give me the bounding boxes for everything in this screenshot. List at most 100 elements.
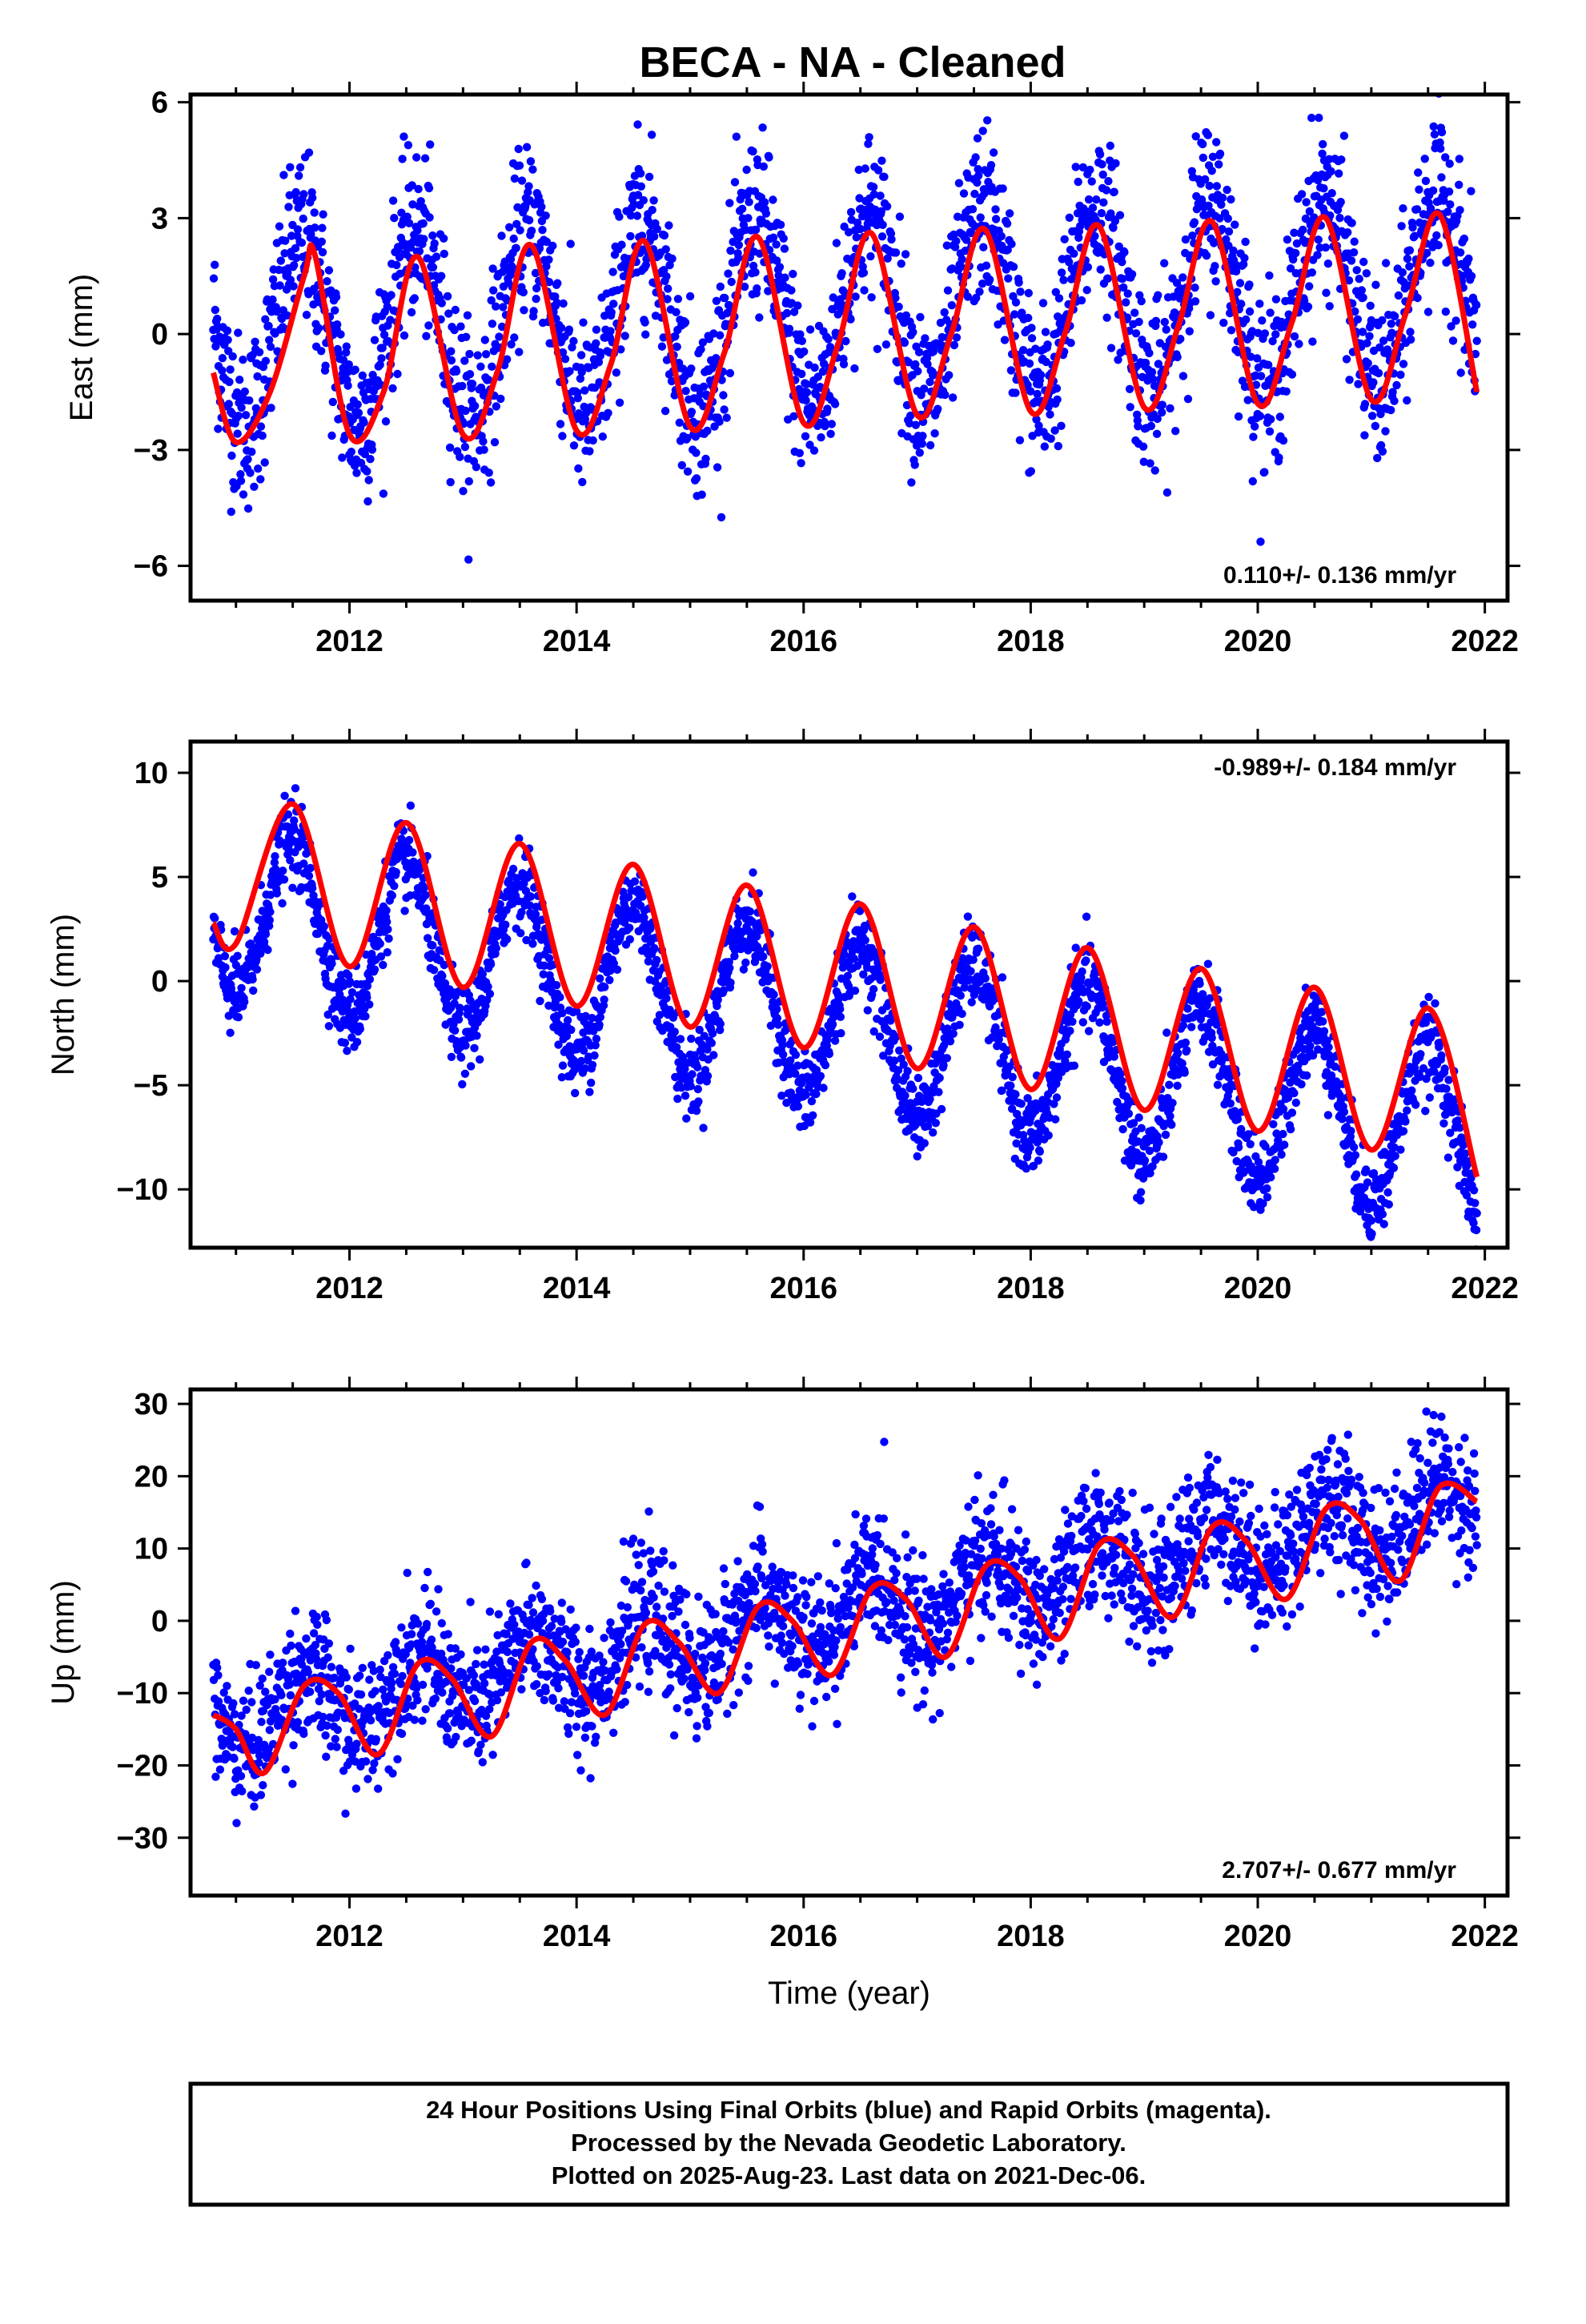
data-point — [1414, 168, 1423, 177]
data-point — [611, 946, 620, 955]
data-point — [973, 134, 982, 143]
data-point — [1455, 155, 1464, 163]
data-point — [353, 400, 362, 409]
data-point — [1024, 313, 1033, 323]
data-point — [934, 1088, 943, 1096]
data-point — [1268, 336, 1277, 346]
data-point — [970, 189, 979, 199]
data-point — [780, 244, 789, 253]
data-point — [1114, 356, 1122, 364]
data-point — [254, 464, 263, 473]
data-point — [761, 209, 771, 218]
data-point — [271, 852, 279, 861]
data-point — [877, 156, 886, 165]
data-point — [1074, 233, 1083, 242]
data-point — [480, 445, 488, 454]
data-point — [1122, 298, 1130, 307]
data-point — [592, 339, 600, 348]
data-point — [854, 165, 864, 175]
data-point — [445, 443, 455, 452]
data-point — [537, 203, 546, 211]
data-point — [211, 914, 219, 923]
data-point — [1245, 307, 1255, 316]
data-point — [592, 1035, 601, 1043]
data-point — [452, 367, 461, 376]
data-point — [817, 433, 825, 442]
data-point — [1137, 1124, 1146, 1132]
data-point — [548, 241, 557, 251]
data-point — [816, 1072, 825, 1080]
data-point — [1282, 387, 1291, 396]
x-tick-label: 2020 — [1224, 625, 1292, 658]
data-point — [220, 951, 230, 961]
data-point — [283, 810, 293, 819]
data-point — [1467, 187, 1476, 195]
data-point — [506, 271, 515, 279]
data-point — [365, 1000, 374, 1009]
data-point — [383, 948, 391, 957]
data-point — [1323, 259, 1333, 268]
data-point — [751, 225, 761, 235]
data-point — [801, 1091, 810, 1100]
data-point — [773, 1014, 781, 1023]
data-point — [839, 360, 849, 368]
data-point — [1074, 997, 1083, 1006]
data-point — [465, 349, 474, 359]
data-point — [1426, 204, 1435, 213]
data-point — [1070, 1061, 1079, 1070]
data-point — [1054, 294, 1064, 303]
data-point — [1324, 1051, 1334, 1059]
data-point — [1207, 167, 1216, 175]
data-point — [1306, 1015, 1315, 1024]
data-point — [581, 1011, 590, 1021]
data-point — [751, 267, 760, 277]
data-point — [428, 263, 438, 271]
data-point — [1153, 414, 1162, 424]
data-point — [1363, 359, 1372, 368]
data-point — [564, 325, 574, 334]
data-point — [712, 296, 721, 305]
data-point — [234, 1013, 243, 1022]
data-point — [950, 230, 958, 239]
data-point — [1244, 1130, 1253, 1139]
data-point — [509, 234, 518, 243]
data-point — [1321, 243, 1331, 252]
data-point — [922, 354, 932, 363]
data-point — [1017, 1100, 1026, 1108]
data-point — [1178, 1059, 1186, 1068]
data-point — [887, 235, 896, 244]
data-point — [1327, 189, 1336, 198]
data-point — [1349, 248, 1359, 257]
data-point — [307, 230, 315, 239]
data-point — [497, 322, 507, 332]
data-point — [650, 943, 659, 953]
data-point — [1392, 380, 1401, 390]
data-point — [719, 391, 728, 400]
data-point — [1027, 334, 1037, 343]
data-point — [1134, 1137, 1142, 1146]
data-point — [1178, 1021, 1188, 1030]
data-point — [823, 404, 832, 413]
data-point — [1181, 235, 1191, 244]
data-point — [266, 342, 275, 352]
data-point — [265, 336, 274, 344]
data-point — [1451, 316, 1460, 325]
data-point — [660, 407, 670, 416]
data-point — [287, 231, 296, 240]
data-point — [1129, 1119, 1138, 1128]
data-point — [688, 1070, 697, 1079]
data-point — [1173, 1081, 1182, 1091]
data-point — [973, 178, 982, 187]
data-point — [366, 455, 375, 464]
data-point — [487, 296, 496, 305]
data-point — [1206, 994, 1215, 1003]
data-point — [327, 959, 336, 968]
y-tick-label: 3 — [151, 202, 168, 235]
data-point — [1099, 198, 1108, 207]
data-point — [1178, 372, 1188, 380]
data-point — [1251, 422, 1259, 431]
y-tick-label: 6 — [151, 86, 168, 120]
data-point — [598, 432, 607, 441]
data-point — [297, 238, 307, 247]
data-point — [1182, 1046, 1191, 1055]
